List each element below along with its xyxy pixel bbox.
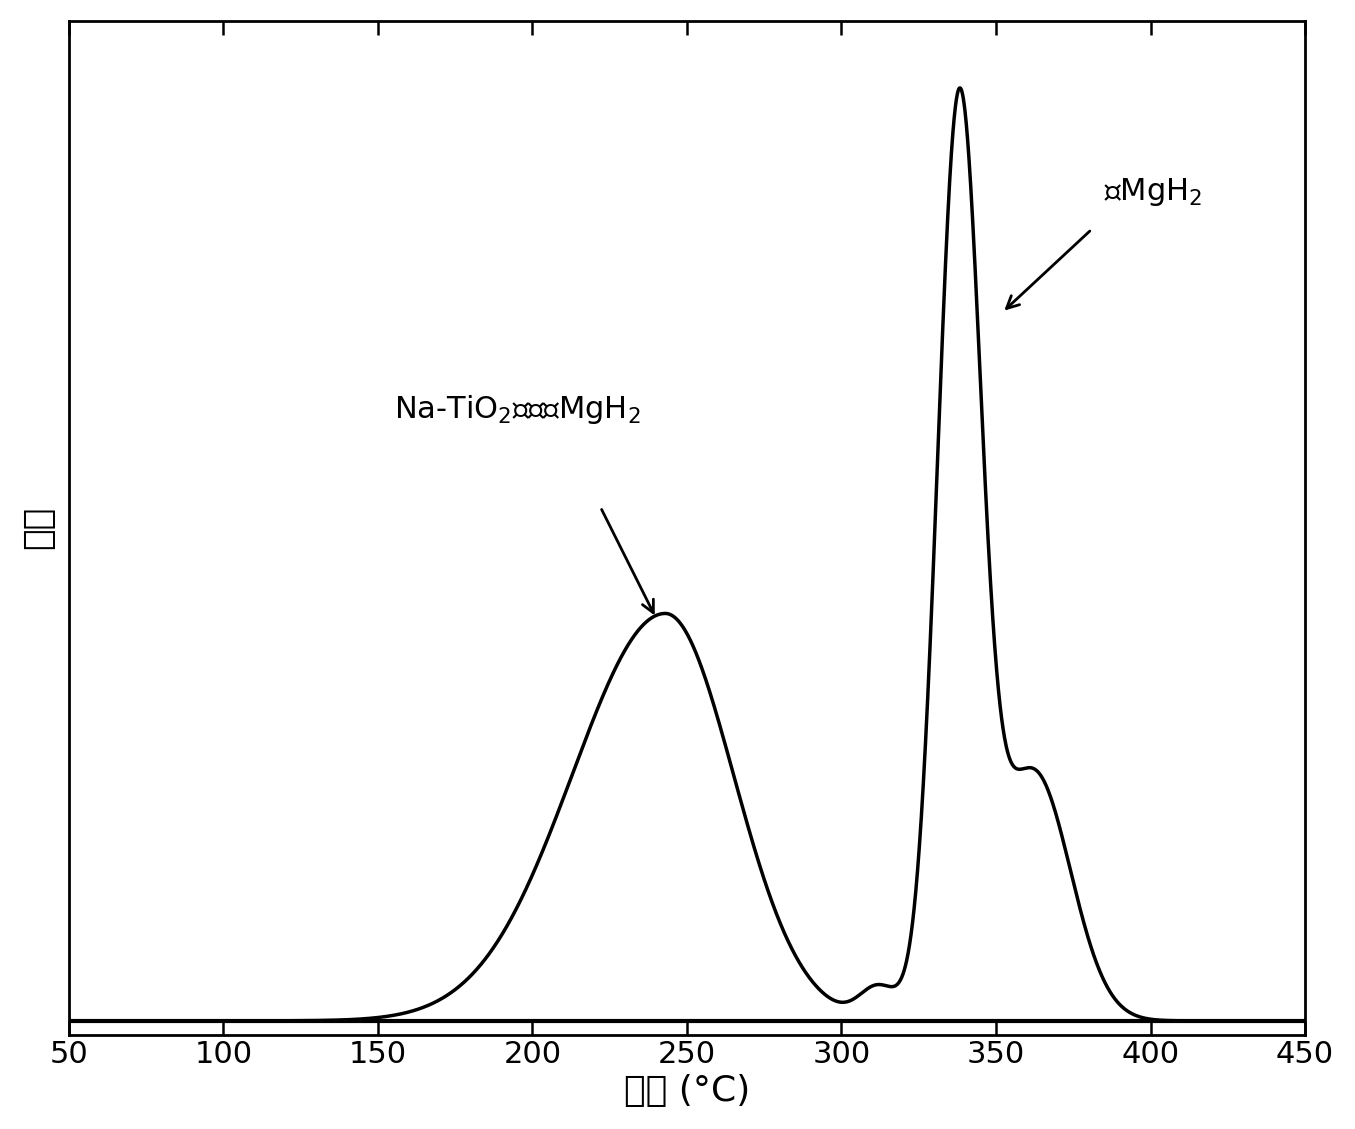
X-axis label: 温度 (°C): 温度 (°C) (623, 1074, 751, 1109)
Y-axis label: 强度: 强度 (20, 506, 54, 550)
Text: 纯MgH$_2$: 纯MgH$_2$ (1104, 176, 1202, 208)
Text: Na-TiO$_2$添加的MgH$_2$: Na-TiO$_2$添加的MgH$_2$ (394, 393, 640, 427)
